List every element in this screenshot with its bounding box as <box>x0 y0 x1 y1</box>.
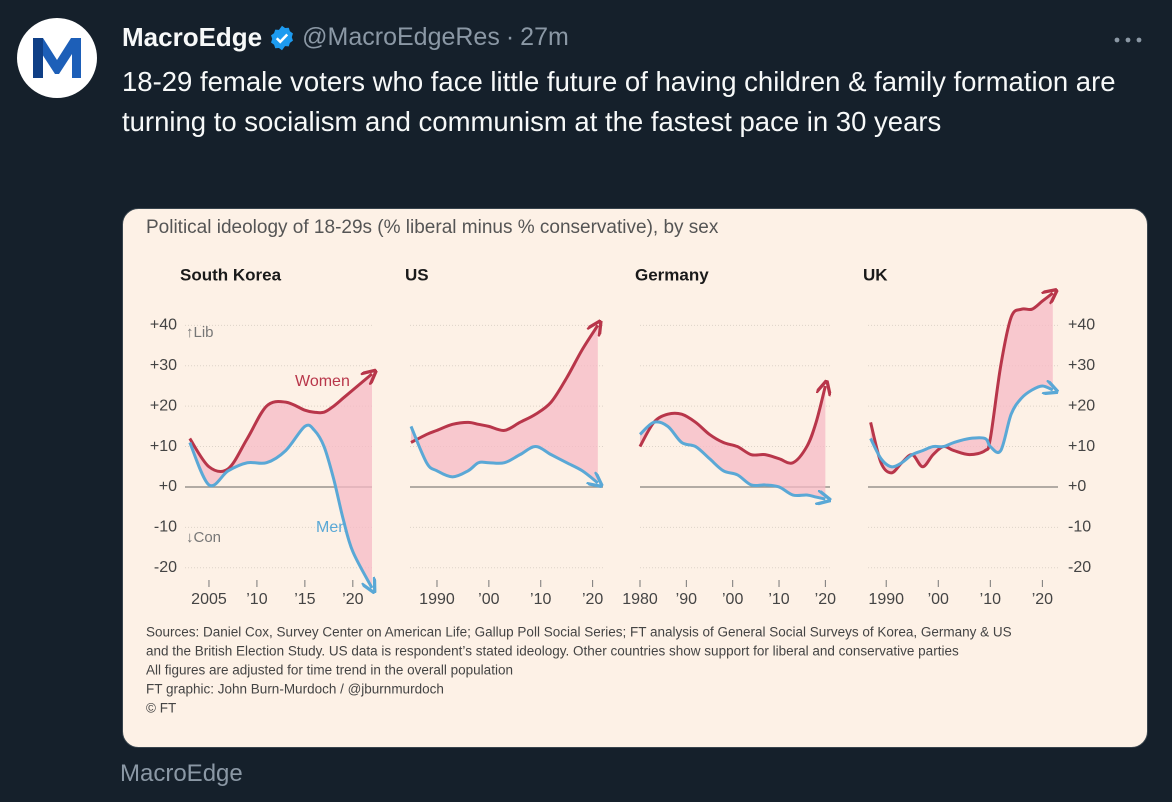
y-tick-label: +40 <box>1068 317 1095 334</box>
source-note: Sources: Daniel Cox, Survey Center on Am… <box>146 625 1012 640</box>
x-tick-label: ’10 <box>246 591 267 608</box>
gap-area <box>189 373 372 588</box>
panel-title: UK <box>863 265 888 284</box>
source-note: FT graphic: John Burn-Murdoch / @jburnmu… <box>146 682 444 697</box>
card-background <box>122 208 1148 748</box>
x-tick-label: ’90 <box>676 591 697 608</box>
y-tick-label: +30 <box>150 357 177 374</box>
x-tick-label: 1980 <box>622 591 658 608</box>
y-tick-label: +20 <box>1068 397 1095 414</box>
y-tick-label: +40 <box>150 317 177 334</box>
gap-area <box>411 325 598 483</box>
y-tick-label: -10 <box>154 519 177 536</box>
figure-title: Political ideology of 18-29s (% liberal … <box>146 217 719 238</box>
x-tick-label: 2005 <box>191 591 227 608</box>
y-tick-label: -20 <box>154 559 177 576</box>
y-tick-label: +10 <box>1068 438 1095 455</box>
more-button[interactable] <box>1112 34 1144 46</box>
panel-title: South Korea <box>180 265 282 284</box>
series-label: Men <box>316 519 347 536</box>
men-line <box>409 425 598 483</box>
author-name[interactable]: MacroEdge <box>122 22 263 52</box>
y-tick-label: +10 <box>150 438 177 455</box>
y-tick-label: -20 <box>1068 559 1091 576</box>
x-tick-label: ’20 <box>342 591 363 608</box>
women-line <box>188 374 372 474</box>
source-note: All figures are adjusted for time trend … <box>146 663 513 678</box>
y-tick-label: +0 <box>159 478 177 495</box>
x-tick-label: ’10 <box>530 591 551 608</box>
men-line <box>188 423 372 588</box>
avatar[interactable] <box>17 18 97 98</box>
x-tick-label: ’10 <box>768 591 789 608</box>
panel-title: US <box>405 265 429 284</box>
tweet-header: MacroEdge @MacroEdgeRes · 27m <box>122 22 569 53</box>
series-label: Women <box>295 373 350 390</box>
x-tick-label: ’00 <box>928 591 949 608</box>
timestamp[interactable]: 27m <box>520 23 569 51</box>
annotation: ↓Con <box>186 529 221 546</box>
source-note: and the British Election Study. US data … <box>146 644 959 659</box>
women-line <box>638 386 825 465</box>
x-tick-label: ’20 <box>582 591 603 608</box>
author-handle[interactable]: @MacroEdgeRes <box>302 23 500 51</box>
men-line <box>638 420 825 499</box>
x-tick-label: ’00 <box>722 591 743 608</box>
card-source[interactable]: MacroEdge <box>120 760 243 787</box>
women-line <box>410 325 598 444</box>
source-note: © FT <box>146 701 176 716</box>
gap-area <box>640 385 826 500</box>
separator: · <box>505 23 515 51</box>
x-tick-label: ’15 <box>294 591 315 608</box>
verified-badge <box>271 25 294 50</box>
y-tick-label: -10 <box>1068 519 1091 536</box>
chart-image[interactable]: Political ideology of 18-29s (% liberal … <box>122 208 1148 748</box>
x-tick-label: 1990 <box>419 591 455 608</box>
y-tick-label: +30 <box>1068 357 1095 374</box>
y-tick-label: +20 <box>150 397 177 414</box>
y-tick-label: +0 <box>1068 478 1086 495</box>
x-tick-label: ’00 <box>478 591 499 608</box>
x-tick-label: ’20 <box>1032 591 1053 608</box>
men-line <box>869 386 1053 469</box>
tweet-text: 18-29 female voters who face little futu… <box>122 66 1116 137</box>
x-tick-label: ’20 <box>815 591 836 608</box>
x-tick-label: ’10 <box>980 591 1001 608</box>
annotation: ↑Lib <box>186 324 214 341</box>
panel-title: Germany <box>635 265 709 284</box>
x-tick-label: 1990 <box>868 591 904 608</box>
